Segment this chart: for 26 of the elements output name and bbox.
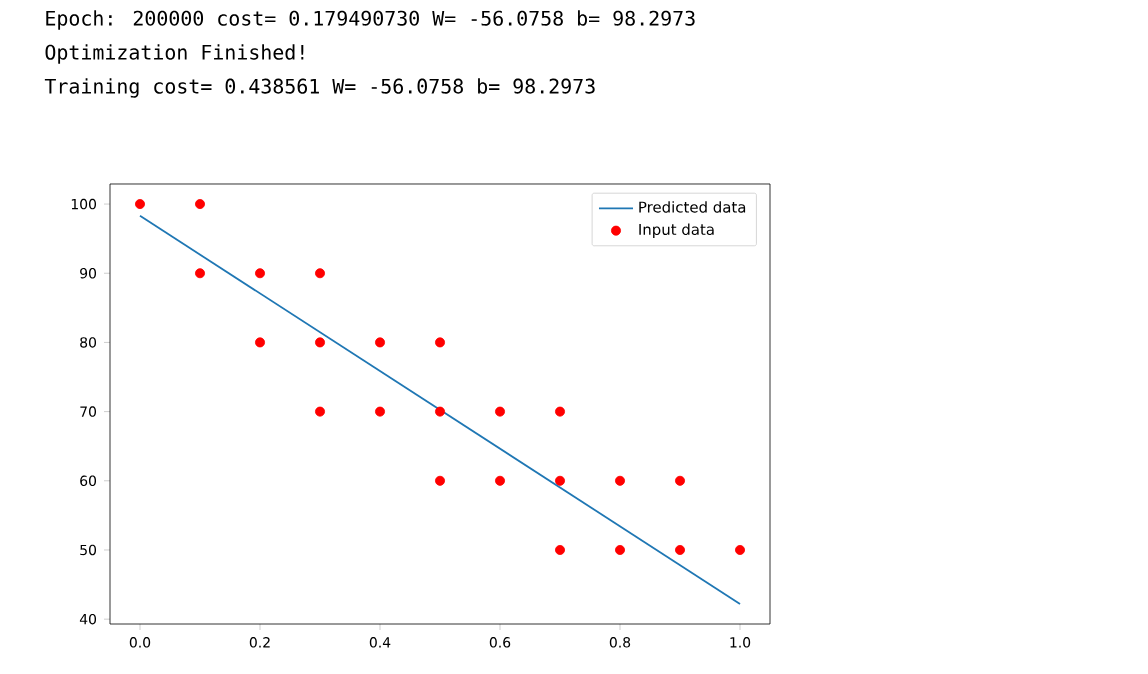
text: Training cost= 0.438561 W= -56.0758 b= 98.2973 [44, 78, 595, 98]
point [555, 475, 565, 486]
point [675, 475, 685, 486]
point [555, 544, 565, 555]
point [315, 268, 325, 279]
point [555, 406, 565, 417]
point [135, 199, 145, 210]
point [315, 337, 325, 348]
point [495, 406, 505, 417]
point [375, 337, 385, 348]
point [495, 475, 505, 486]
text: Epoch: 200000 cost= 0.179490730 W= -56.0758 b= 98.2973 [46, 10, 695, 30]
point [435, 406, 445, 417]
point [195, 268, 205, 279]
point [435, 337, 445, 348]
point [195, 199, 205, 210]
point [615, 544, 625, 555]
point [735, 544, 745, 555]
point [255, 337, 265, 348]
text: Optimization Finished! [45, 44, 304, 64]
point [435, 475, 445, 486]
point [615, 475, 625, 486]
point [375, 406, 385, 417]
point [255, 268, 265, 279]
point [315, 406, 325, 417]
point [675, 544, 685, 555]
